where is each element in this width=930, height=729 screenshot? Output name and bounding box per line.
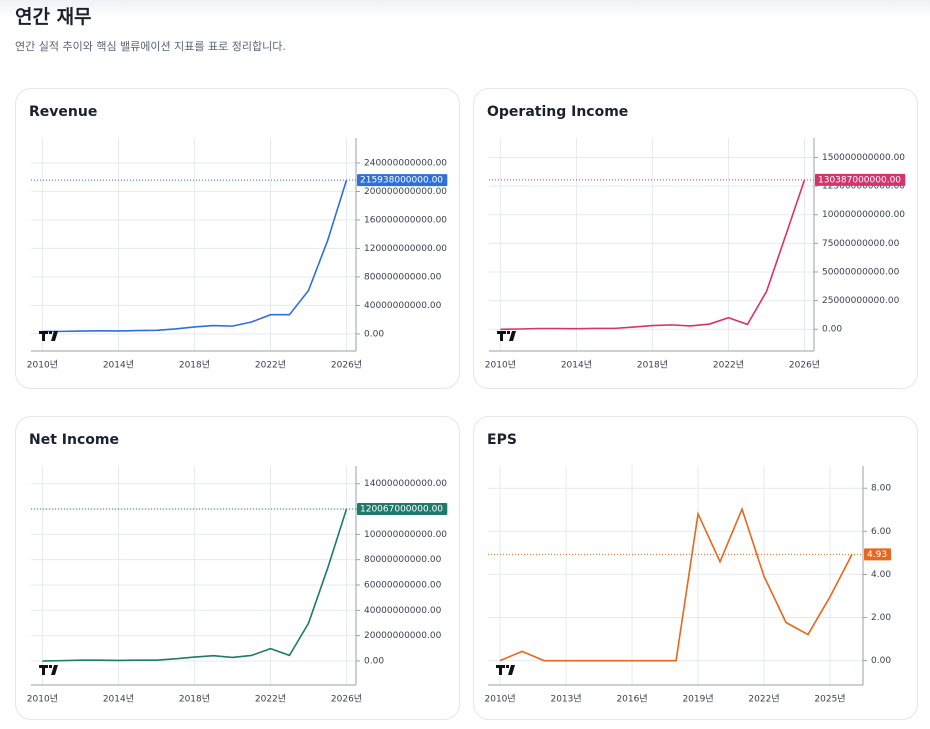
x-tick-label: 2026년 — [331, 694, 362, 705]
y-tick-label: 20000000000.00 — [364, 631, 442, 641]
y-tick-label: 4.00 — [871, 570, 891, 580]
logo-shape — [39, 331, 58, 341]
line — [500, 179, 806, 331]
x-tick-label: 2018년 — [179, 694, 210, 705]
y-tick-label: 2.00 — [871, 613, 891, 623]
chart: 0.00 20000000000.00 40000000000.00 60000000… — [27, 466, 448, 705]
y-tick-label: 50000000000.00 — [822, 267, 900, 277]
x-tick-label: 2018년 — [179, 360, 210, 371]
chart-title: Operating Income — [487, 104, 629, 120]
logo-shape — [39, 665, 58, 675]
x-tick-label: 2026년 — [331, 360, 362, 371]
y-tick-label: 100000000000.00 — [364, 530, 447, 540]
last-value-box — [815, 173, 906, 186]
page-title: 연간 재무 — [15, 6, 92, 28]
page-subtitle: 연간 실적 추이와 핵심 밸류에이션 지표를 표로 정리합니다. — [15, 40, 286, 53]
x-tick-label: 2014년 — [103, 694, 134, 705]
chart: 0.00 40000000000.00 80000000000.00 12000000… — [27, 138, 448, 371]
y-tick-label: 8.00 — [871, 484, 891, 494]
chart: 0.00 2.00 4.00 6.00 8.00 2010년 2013년 2016년 2019년… — [485, 466, 892, 705]
y-tick-label: 150000000000.00 — [822, 153, 905, 163]
watermark-logo — [496, 665, 515, 675]
chart-title: Net Income — [29, 432, 119, 448]
y-tick-label: 25000000000.00 — [822, 296, 900, 306]
x-tick-label: 2019년 — [682, 694, 713, 705]
line — [499, 506, 853, 662]
last-value-label: 215938000000.00 — [360, 176, 443, 186]
x-tick-label: 2022년 — [255, 694, 286, 705]
last-value-label: 120067000000.00 — [360, 504, 443, 514]
line — [42, 508, 348, 662]
x-tick-label: 2014년 — [103, 360, 134, 371]
x-tick-label: 2013년 — [550, 694, 581, 705]
last-value-box — [357, 502, 448, 515]
y-tick-label: 75000000000.00 — [822, 239, 900, 249]
last-value-box — [357, 174, 448, 187]
watermark-logo — [39, 331, 58, 341]
chart-card: 0.00 40000000000.00 80000000000.00 12000000… — [15, 88, 460, 389]
y-tick-label: 160000000000.00 — [364, 215, 447, 225]
y-tick-label: 60000000000.00 — [364, 580, 442, 590]
y-tick-label: 100000000000.00 — [822, 210, 905, 220]
x-tick-label: 2010년 — [27, 360, 58, 371]
x-tick-label: 2022년 — [748, 694, 779, 705]
y-tick-label: 40000000000.00 — [364, 301, 442, 311]
y-tick-label: 240000000000.00 — [364, 158, 447, 168]
chart-card: 0.00 25000000000.00 50000000000.00 75000000… — [473, 88, 918, 389]
logo-shape — [497, 331, 516, 341]
x-tick-label: 2025년 — [814, 694, 845, 705]
x-tick-label: 2026년 — [789, 360, 820, 371]
last-value-box — [864, 548, 892, 561]
last-value-label: 130387000000.00 — [818, 175, 901, 185]
x-tick-label: 2010년 — [27, 694, 58, 705]
x-tick-label: 2018년 — [637, 360, 668, 371]
chart: 0.00 25000000000.00 50000000000.00 75000000… — [485, 138, 906, 371]
chart-card: 0.00 2.00 4.00 6.00 8.00 2010년 2013년 2016년 2019년… — [473, 416, 918, 720]
watermark-logo — [39, 665, 58, 675]
y-tick-label: 0.00 — [364, 656, 384, 666]
y-tick-label: 125000000000.00 — [822, 182, 905, 192]
watermark-logo — [497, 331, 516, 341]
y-tick-label: 40000000000.00 — [364, 606, 442, 616]
last-value-label: 4.93 — [867, 550, 887, 560]
y-tick-label: 80000000000.00 — [364, 272, 442, 282]
x-tick-label: 2014년 — [561, 360, 592, 371]
y-tick-label: 0.00 — [364, 329, 384, 339]
y-tick-label: 6.00 — [871, 527, 891, 537]
logo-shape — [496, 665, 515, 675]
y-tick-label: 140000000000.00 — [364, 479, 447, 489]
y-tick-label: 80000000000.00 — [364, 555, 442, 565]
y-tick-label: 120000000000.00 — [364, 244, 447, 254]
line — [42, 179, 348, 333]
x-tick-label: 2010년 — [485, 360, 516, 371]
top-bar — [0, 0, 930, 18]
y-tick-label: 200000000000.00 — [364, 187, 447, 197]
chart-title: Revenue — [29, 104, 98, 120]
chart-card: 0.00 20000000000.00 40000000000.00 60000000… — [15, 416, 460, 720]
x-tick-label: 2022년 — [713, 360, 744, 371]
x-tick-label: 2010년 — [485, 694, 516, 705]
x-tick-label: 2016년 — [616, 694, 647, 705]
y-tick-label: 0.00 — [822, 325, 842, 335]
chart-title: EPS — [487, 432, 517, 448]
y-tick-label: 0.00 — [871, 656, 891, 666]
x-tick-label: 2022년 — [255, 360, 286, 371]
